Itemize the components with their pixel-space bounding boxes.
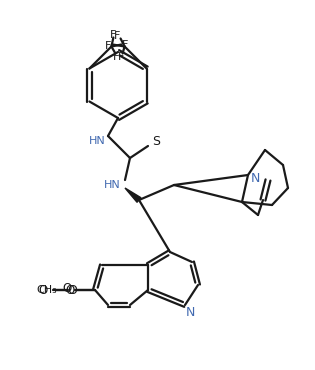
Polygon shape (125, 188, 141, 202)
Text: F: F (122, 40, 129, 50)
Text: O: O (63, 282, 72, 295)
Text: O: O (38, 283, 48, 296)
Text: HN: HN (89, 136, 106, 146)
Text: N: N (185, 306, 195, 319)
Text: S: S (152, 135, 160, 148)
Text: F: F (110, 30, 117, 40)
Text: F: F (113, 51, 120, 61)
Text: O: O (67, 283, 77, 296)
Text: HN: HN (104, 180, 120, 190)
Text: F: F (117, 51, 124, 61)
Text: N: N (250, 172, 260, 185)
Text: CH₃: CH₃ (37, 285, 57, 295)
Text: O: O (66, 283, 75, 296)
Text: F: F (113, 30, 120, 40)
Text: F: F (104, 40, 111, 50)
